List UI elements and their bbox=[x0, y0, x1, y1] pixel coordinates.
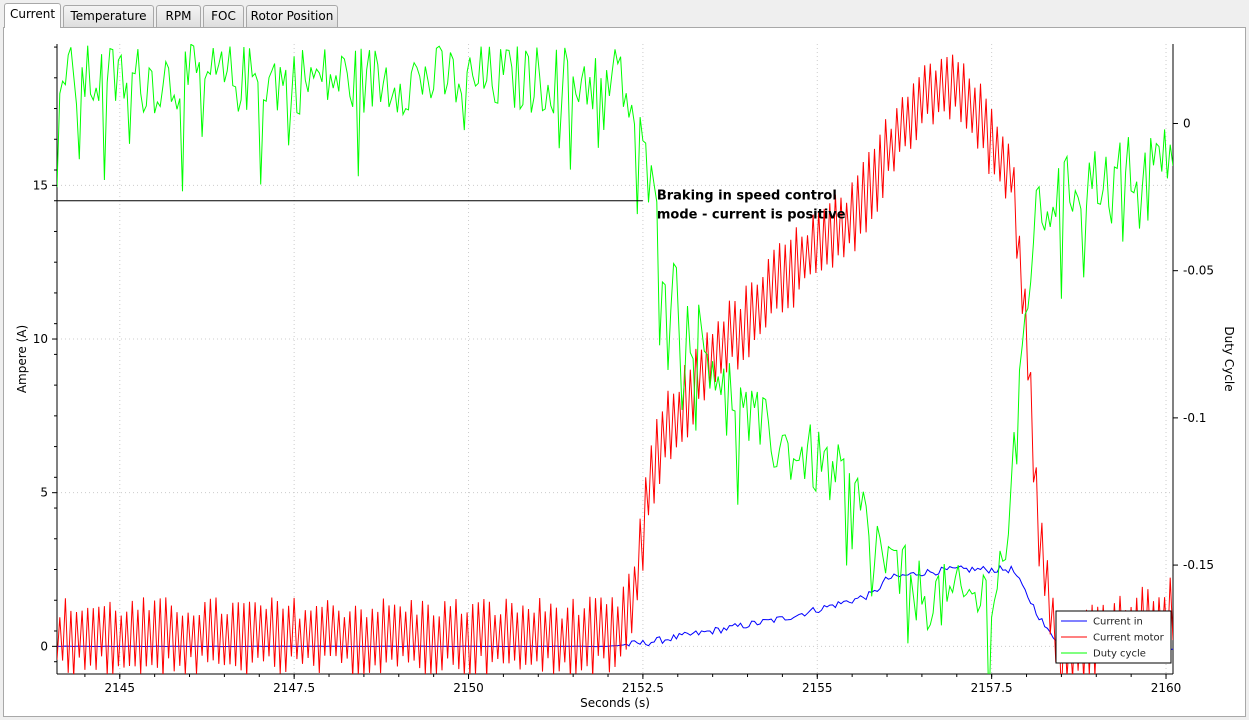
legend-label: Current motor bbox=[1093, 633, 1165, 644]
annotation-text: mode - current is positive bbox=[657, 208, 846, 223]
y2-tick-label: -0.15 bbox=[1183, 558, 1214, 572]
tab-foc[interactable]: FOC bbox=[203, 5, 244, 27]
tab-current[interactable]: Current bbox=[4, 3, 61, 28]
plot-area bbox=[57, 44, 1173, 674]
tab-bar: Current Temperature RPM FOC Rotor Positi… bbox=[0, 0, 1249, 28]
y-tick-label: 15 bbox=[33, 178, 48, 192]
tab-temperature[interactable]: Temperature bbox=[63, 5, 154, 27]
legend-label: Duty cycle bbox=[1093, 649, 1146, 660]
x-tick-label: 2152.5 bbox=[622, 681, 664, 695]
y2-tick-label: -0.1 bbox=[1183, 411, 1206, 425]
x-tick-label: 2145 bbox=[105, 681, 136, 695]
y2-tick-label: -0.05 bbox=[1183, 264, 1214, 278]
y-axis-label: Ampere (A) bbox=[15, 325, 29, 393]
y2-tick-label: 0 bbox=[1183, 116, 1191, 130]
x-tick-label: 2155 bbox=[802, 681, 833, 695]
x-tick-label: 2157.5 bbox=[971, 681, 1013, 695]
legend bbox=[1055, 610, 1172, 664]
x-tick-label: 2160 bbox=[1151, 681, 1182, 695]
tab-rpm[interactable]: RPM bbox=[156, 5, 201, 27]
current-in-line bbox=[57, 564, 1173, 651]
x-axis-label: Seconds (s) bbox=[580, 696, 650, 710]
legend-label: Current in bbox=[1093, 617, 1143, 628]
y-tick-label: 0 bbox=[40, 639, 48, 653]
annotation-text: Braking in speed control bbox=[657, 189, 837, 204]
y2-axis-label: Duty Cycle bbox=[1222, 326, 1236, 391]
x-tick-label: 2150 bbox=[453, 681, 484, 695]
current-motor-line bbox=[57, 54, 1173, 674]
duty-cycle-line bbox=[57, 44, 1173, 674]
tab-rotor-position[interactable]: Rotor Position bbox=[246, 5, 338, 27]
y-tick-label: 5 bbox=[40, 486, 48, 500]
current-chart[interactable]: 2145 2147.5 2150 2152.5 2155 2157.5 2160 0 5 10 15… bbox=[4, 28, 1245, 716]
y-tick-label: 10 bbox=[33, 332, 48, 346]
chart-panel: 2145 2147.5 2150 2152.5 2155 2157.5 2160 0 5 10 15… bbox=[3, 27, 1246, 717]
x-tick-label: 2147.5 bbox=[273, 681, 315, 695]
